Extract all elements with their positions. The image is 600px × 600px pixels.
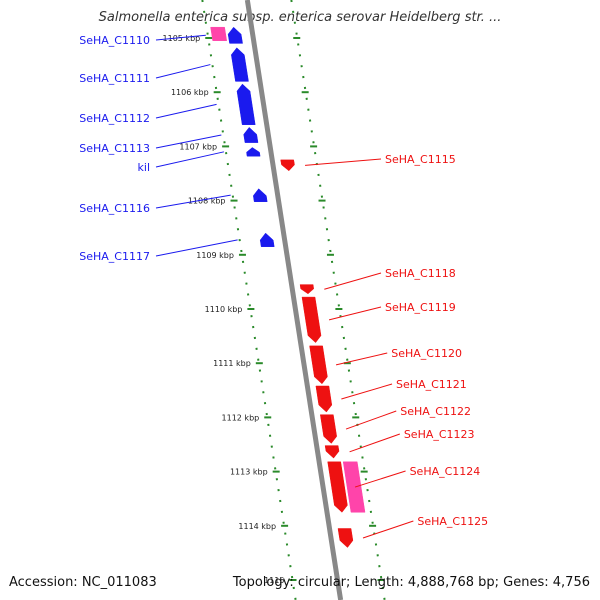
label-leader-line [328, 306, 382, 321]
label-leader-line [335, 352, 388, 366]
tick-label: 1112 kbp [222, 413, 260, 422]
label-leader-line [155, 239, 238, 257]
gene-label[interactable]: SeHA_C1111 [79, 72, 150, 85]
label-leader-line [324, 272, 382, 290]
gene-label[interactable]: kil [138, 161, 150, 174]
genome-stats: Topology: circular; Length: 4,888,768 bp… [232, 575, 590, 590]
label-leader-line [345, 410, 397, 430]
label-leader-line [155, 64, 211, 79]
page-title: Salmonella enterica subsp. enterica sero… [98, 10, 502, 25]
gene-forward-SeHA_C1121[interactable] [315, 385, 333, 413]
gene-forward-SeHA_C1118[interactable] [299, 284, 314, 295]
label-leader-line [155, 103, 217, 119]
tick-label: 1115 [264, 576, 284, 585]
gene-label[interactable]: SeHA_C1123 [404, 428, 475, 441]
tick-label: 1113 kbp [230, 468, 268, 477]
label-leader-line [155, 134, 222, 149]
label-leader-line [362, 520, 414, 539]
tick-label: 1105 kbp [163, 34, 201, 43]
pseudogene-forward[interactable] [342, 461, 366, 513]
gene-reverse-SeHA_C1116[interactable] [253, 188, 268, 202]
label-leader-line [155, 151, 225, 168]
tick-label: 1111 kbp [213, 359, 251, 368]
gene-reverse-SeHA_C1111[interactable] [231, 47, 249, 82]
tick-label: 1107 kbp [179, 142, 217, 151]
gene-forward-SeHA_C1124[interactable] [327, 461, 348, 513]
gene-label[interactable]: SeHA_C1112 [79, 112, 150, 125]
dotted-ring-left [201, 0, 297, 600]
gene-reverse-SeHA_C1117[interactable] [259, 232, 275, 247]
tick-label: 1108 kbp [188, 197, 226, 206]
gene-reverse-kil[interactable] [246, 147, 261, 157]
label-leader-line [305, 158, 382, 166]
label-leader-line [155, 194, 231, 209]
gene-label[interactable]: SeHA_C1125 [417, 515, 488, 528]
gene-forward-SeHA_C1123[interactable] [324, 445, 340, 459]
accession-label: Accession: NC_011083 [9, 575, 157, 590]
label-leader-line [341, 383, 393, 400]
tick-label: 1106 kbp [171, 88, 209, 97]
gene-forward-SeHA_C1115[interactable] [280, 159, 295, 172]
label-leader-line [349, 433, 400, 453]
gene-label[interactable]: SeHA_C1118 [385, 267, 456, 280]
gene-label[interactable]: SeHA_C1121 [396, 378, 467, 391]
gene-label[interactable]: SeHA_C1113 [79, 142, 150, 155]
label-leader-line [155, 34, 206, 41]
gene-label[interactable]: SeHA_C1115 [385, 153, 456, 166]
tick-label: 1109 kbp [196, 251, 234, 260]
gene-reverse-SeHA_C1110[interactable] [227, 26, 243, 44]
tick-label: 1114 kbp [238, 522, 276, 531]
pseudogene-reverse[interactable] [210, 26, 227, 41]
gene-reverse-SeHA_C1112[interactable] [236, 83, 256, 125]
gene-label[interactable]: SeHA_C1116 [79, 202, 150, 215]
gene-label[interactable]: SeHA_C1120 [391, 347, 462, 360]
gene-label[interactable]: SeHA_C1122 [400, 405, 471, 418]
tick-label: 1110 kbp [205, 305, 243, 314]
label-leader-line [354, 470, 406, 488]
gene-label[interactable]: SeHA_C1124 [410, 465, 481, 478]
gene-reverse-SeHA_C1113[interactable] [243, 127, 259, 143]
gene-label[interactable]: SeHA_C1119 [385, 301, 456, 314]
gene-forward-SeHA_C1125[interactable] [337, 528, 354, 548]
gene-forward-SeHA_C1120[interactable] [309, 345, 328, 385]
gene-forward-SeHA_C1122[interactable] [320, 414, 337, 444]
sequence-backbone [244, 0, 344, 600]
gene-label[interactable]: SeHA_C1110 [79, 34, 150, 47]
gene-forward-SeHA_C1119[interactable] [301, 296, 322, 343]
gene-label[interactable]: SeHA_C1117 [79, 250, 150, 263]
dotted-ring-right [290, 0, 386, 600]
